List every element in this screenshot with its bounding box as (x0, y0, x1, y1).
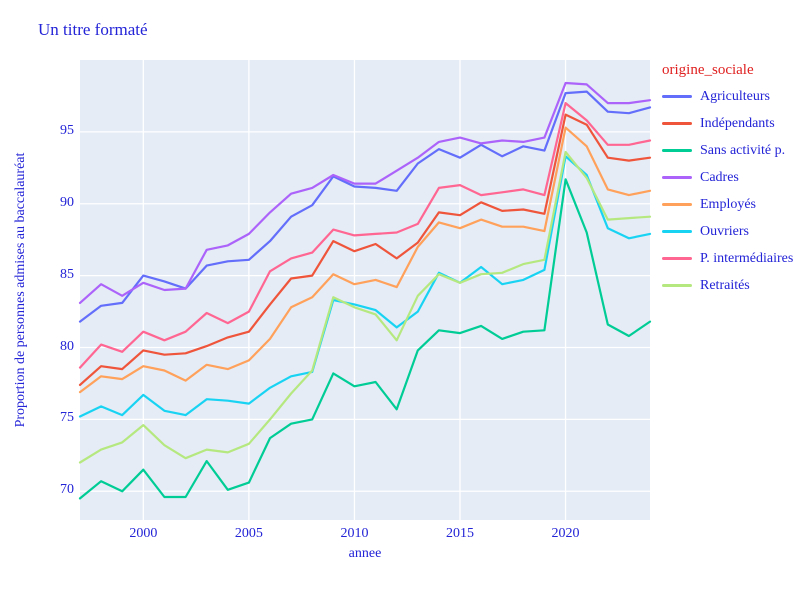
legend-swatch-sans-activite-p (662, 149, 692, 152)
y-tick-label: 75 (60, 410, 74, 426)
legend-item-agriculteurs[interactable]: Agriculteurs (662, 88, 793, 105)
y-tick-label: 90 (60, 194, 74, 210)
series-line-cadres (78, 81, 652, 304)
x-tick-label: 2010 (340, 526, 369, 541)
legend-label: Sans activité p. (700, 142, 786, 158)
legend-label: Ouvriers (700, 223, 749, 239)
legend-swatch-retraites (662, 284, 692, 287)
x-tick-label: 2000 (129, 526, 158, 541)
legend-label: Retraités (700, 277, 750, 293)
legend-swatch-p-intermediaires (662, 257, 692, 260)
legend-label: Cadres (700, 169, 739, 185)
legend-swatch-independants (662, 122, 692, 125)
legend-item-sans-activite-p[interactable]: Sans activité p. (662, 142, 793, 159)
series-line-ouvriers (78, 155, 652, 418)
series-line-sans-activite-p (78, 178, 652, 500)
y-tick-label: 80 (60, 338, 74, 354)
legend-swatch-cadres (662, 176, 692, 179)
legend-label: Agriculteurs (700, 88, 770, 104)
y-tick-label: 85 (60, 266, 74, 282)
legend-swatch-ouvriers (662, 230, 692, 233)
series-line-employes (78, 126, 652, 394)
x-tick-label: 2015 (446, 526, 474, 541)
legend-item-ouvriers[interactable]: Ouvriers (662, 223, 793, 240)
legend-label: Indépendants (700, 115, 775, 131)
series-line-retraites (78, 150, 652, 464)
series-line-p-intermediaires (78, 101, 652, 369)
series-line-agriculteurs (78, 90, 652, 323)
series-line-independants (78, 113, 652, 386)
y-tick-label: 95 (60, 122, 74, 138)
y-tick-label: 70 (60, 482, 74, 498)
chart-title: Un titre formaté (38, 20, 148, 39)
legend-title: origine_sociale (662, 62, 754, 78)
legend-item-cadres[interactable]: Cadres (662, 169, 793, 186)
y-axis-title: Proportion de personnes admises au bacca… (13, 152, 28, 428)
legend: origine_sociale Agriculteurs Indépendants… (662, 62, 793, 304)
x-tick-label: 2005 (234, 526, 263, 541)
legend-item-retraites[interactable]: Retraités (662, 277, 793, 294)
legend-item-employes[interactable]: Employés (662, 196, 793, 213)
legend-label: Employés (700, 196, 756, 212)
legend-item-independants[interactable]: Indépendants (662, 115, 793, 132)
legend-swatch-employes (662, 203, 692, 206)
legend-label: P. intermédiaires (700, 250, 794, 266)
x-tick-label: 2020 (551, 526, 580, 541)
x-axis-title: annee (348, 546, 382, 561)
legend-item-p-intermediaires[interactable]: P. intermédiaires (662, 250, 793, 267)
legend-swatch-agriculteurs (662, 95, 692, 98)
legend-items: Agriculteurs Indépendants Sans activité p.… (662, 88, 793, 294)
